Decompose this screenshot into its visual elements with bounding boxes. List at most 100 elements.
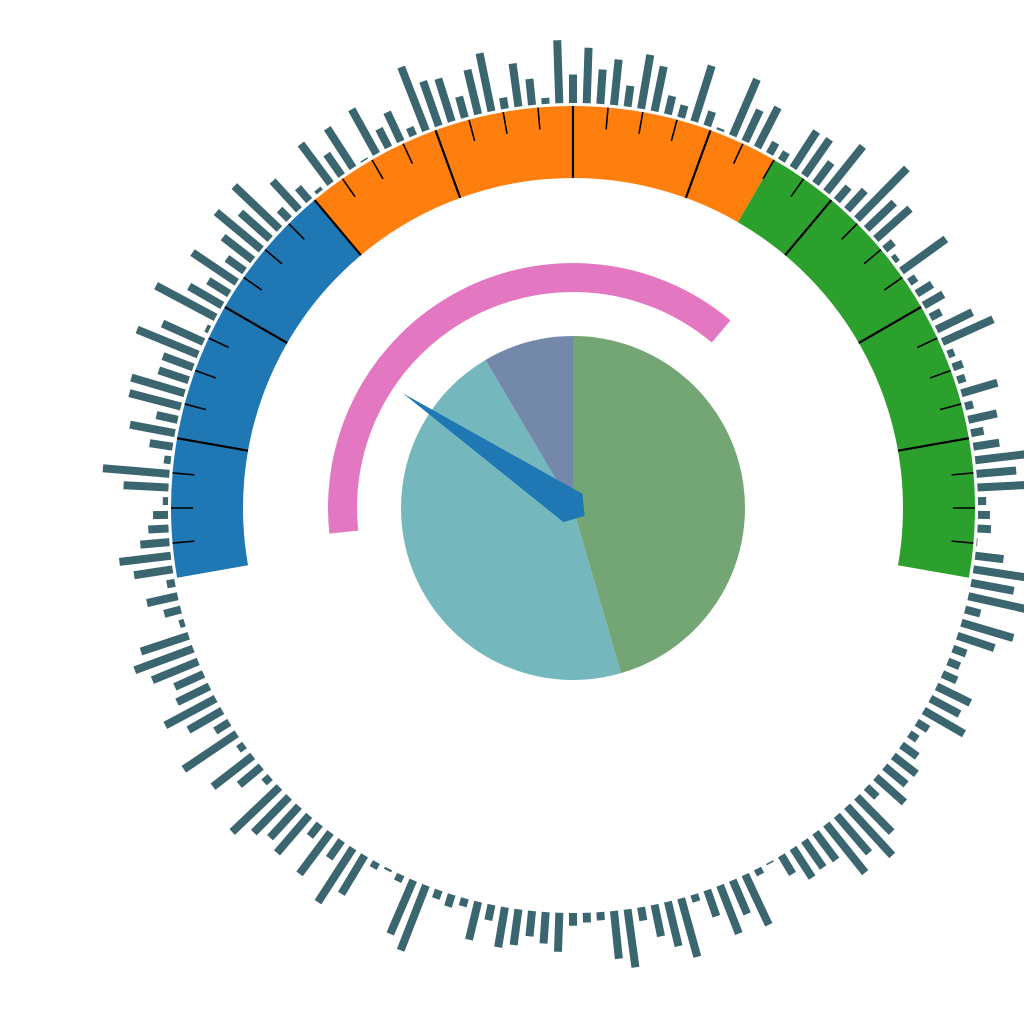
major-tick <box>434 129 462 199</box>
radial-bar <box>890 752 919 777</box>
radial-bar <box>224 255 247 275</box>
radial-bar <box>273 812 313 856</box>
radial-bar <box>844 803 896 859</box>
radial-bar <box>250 793 292 836</box>
radial-bar <box>508 63 523 108</box>
radial-bar <box>596 911 605 921</box>
radial-bar <box>914 280 935 298</box>
radial-bar <box>102 464 170 478</box>
radial-bar <box>128 389 182 411</box>
radial-bar <box>276 206 292 223</box>
radial-bar <box>297 141 334 186</box>
radial-bar <box>509 908 523 946</box>
radial-bar <box>484 903 496 921</box>
radial-bar <box>716 883 743 936</box>
radial-bar <box>623 908 640 968</box>
minor-tick <box>341 178 356 198</box>
radial-bar <box>650 903 665 938</box>
radial-bar <box>348 107 380 156</box>
radial-bar <box>375 126 393 150</box>
major-tick <box>897 437 970 452</box>
radial-bar <box>663 900 683 948</box>
minor-tick <box>502 111 508 134</box>
radial-bar <box>928 308 943 321</box>
radial-bar <box>873 773 908 806</box>
radial-bar <box>213 718 232 735</box>
radial-bar <box>133 565 174 580</box>
radial-bar <box>553 40 564 104</box>
radial-bar <box>160 319 206 346</box>
radial-bar <box>974 551 1004 564</box>
radial-bar <box>525 78 537 106</box>
radial-bar <box>190 249 239 286</box>
major-tick <box>784 199 833 256</box>
radial-bar <box>960 378 999 398</box>
radial-bar <box>494 906 509 948</box>
radial-bar <box>525 910 537 937</box>
minor-tick <box>172 540 195 544</box>
radial-bar <box>393 872 405 884</box>
radial-bar <box>789 129 820 171</box>
minor-tick <box>638 111 644 134</box>
radial-bar <box>703 110 716 128</box>
radial-bar <box>554 912 564 952</box>
radial-bar <box>777 853 797 876</box>
minor-tick <box>184 403 207 411</box>
minor-tick <box>732 143 744 164</box>
radial-bar <box>967 592 1024 613</box>
radial-bar <box>139 631 190 656</box>
radial-bar <box>181 730 239 773</box>
radial-bar <box>812 830 840 863</box>
gauge-needle <box>403 393 585 523</box>
radial-bar <box>637 906 648 922</box>
radial-bar <box>703 888 721 918</box>
gauge-band-0 <box>170 200 361 578</box>
minor-tick <box>208 337 229 349</box>
radial-bar <box>623 85 635 108</box>
radial-bar <box>406 125 417 138</box>
minor-tick <box>951 540 974 544</box>
radial-bar <box>444 893 456 908</box>
minor-tick <box>790 178 805 198</box>
radial-bar <box>928 695 962 718</box>
minor-tick <box>917 337 938 349</box>
radial-bar <box>934 308 975 334</box>
radial-bar <box>946 348 956 359</box>
radial-bar <box>306 821 323 839</box>
radial-bar <box>582 47 593 104</box>
pie-chart <box>400 336 745 680</box>
radial-bar <box>139 538 170 549</box>
radial-bar <box>970 578 1015 595</box>
minor-tick <box>468 119 476 142</box>
progress-arc <box>328 263 731 534</box>
radial-bar <box>977 481 1024 492</box>
minor-tick <box>371 159 384 180</box>
radial-bar <box>716 127 725 133</box>
radial-bar <box>220 233 256 264</box>
radial-bar <box>463 68 483 116</box>
radial-bar <box>914 718 931 733</box>
radial-bar <box>964 605 982 618</box>
radial-bar <box>729 77 761 138</box>
progress-arc-group <box>328 263 731 534</box>
pie-slice-1 <box>400 359 621 680</box>
radial-bar <box>475 52 496 113</box>
radial-bar <box>956 631 996 652</box>
radial-bar <box>596 69 607 105</box>
radial-bar <box>419 79 443 128</box>
major-tick <box>224 306 288 344</box>
radial-bar <box>539 911 550 944</box>
radial-bar <box>213 208 264 253</box>
radial-bar <box>690 893 701 903</box>
radial-bar <box>397 65 430 133</box>
minor-tick <box>537 107 541 130</box>
radial-bar <box>237 209 273 243</box>
radial-bar <box>934 682 973 707</box>
radial-bar <box>236 763 264 788</box>
radial-bar <box>269 178 302 213</box>
gauge-band-arcs <box>170 106 975 578</box>
major-tick <box>684 129 712 199</box>
radial-bar <box>157 366 190 385</box>
radial-bar <box>823 821 869 876</box>
radial-bar <box>296 830 334 877</box>
